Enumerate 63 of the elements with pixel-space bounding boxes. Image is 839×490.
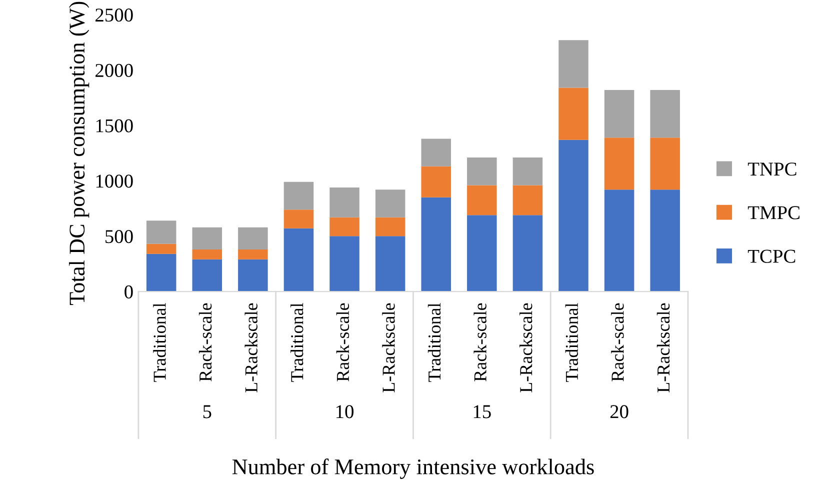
bar — [604, 90, 634, 138]
bar — [467, 215, 497, 292]
bar — [558, 140, 588, 292]
y-tick-label: 1500 — [96, 119, 133, 132]
bar — [330, 187, 360, 218]
legend-label: TMPC — [748, 206, 800, 220]
bar — [467, 185, 497, 216]
bar — [512, 185, 543, 216]
bar — [558, 40, 588, 88]
y-tick-label: 2000 — [96, 64, 133, 78]
bar — [146, 254, 176, 292]
x-tick-label: Traditional — [153, 303, 166, 382]
y-tick-label: 500 — [106, 230, 133, 244]
bar — [238, 259, 268, 292]
x-tick-label: Traditional — [428, 303, 441, 382]
legend-label: TCPC — [748, 250, 796, 263]
x-axis-title: Number of Memory intensive workloads — [232, 458, 594, 479]
bar — [375, 190, 406, 218]
bar — [421, 197, 451, 292]
bar — [650, 138, 680, 190]
x-tick-label: Rack-scale — [336, 303, 350, 382]
x-tick-label: L-Rackscale — [520, 303, 532, 392]
x-tick-label: Rack-scale — [198, 303, 212, 382]
y-tick-label: 2500 — [96, 8, 133, 22]
text: 15 — [474, 405, 491, 418]
bar — [421, 166, 451, 198]
bar — [284, 210, 314, 228]
bar — [146, 244, 176, 254]
bar — [330, 236, 360, 292]
bar — [192, 259, 222, 292]
text: 20 — [610, 405, 628, 418]
x-tick-label: L-Rackscale — [382, 303, 395, 392]
bar — [284, 228, 314, 292]
x-tick-label: L-Rackscale — [244, 303, 258, 392]
bar — [467, 158, 497, 186]
y-axis-title: Total DC power consumption (W) — [68, 2, 90, 305]
x-tick-label: Rack-scale — [474, 303, 486, 382]
bar — [421, 138, 451, 166]
bar — [375, 236, 406, 292]
text: 5 — [203, 405, 212, 418]
x-tick-label: Traditional — [290, 303, 304, 382]
x-tick-label: Traditional — [565, 303, 578, 382]
legend-label: TNPC — [748, 162, 796, 176]
bar — [146, 220, 176, 244]
text: 10 — [336, 405, 354, 418]
bar — [238, 249, 268, 260]
bar — [604, 190, 634, 292]
y-tick-label: 0 — [124, 285, 133, 298]
bar — [650, 90, 680, 138]
bar — [238, 227, 268, 250]
y-tick-label: 1000 — [96, 174, 133, 188]
bar — [192, 227, 222, 250]
bar — [192, 249, 222, 260]
bar — [284, 182, 314, 210]
bar — [512, 215, 543, 292]
bar — [650, 190, 680, 292]
x-tick-label: L-Rackscale — [656, 303, 670, 392]
bar — [604, 138, 634, 190]
bar — [558, 88, 588, 140]
bar — [512, 158, 543, 186]
bar — [330, 217, 360, 236]
bar — [375, 217, 406, 236]
x-tick-label: Rack-scale — [611, 303, 624, 382]
